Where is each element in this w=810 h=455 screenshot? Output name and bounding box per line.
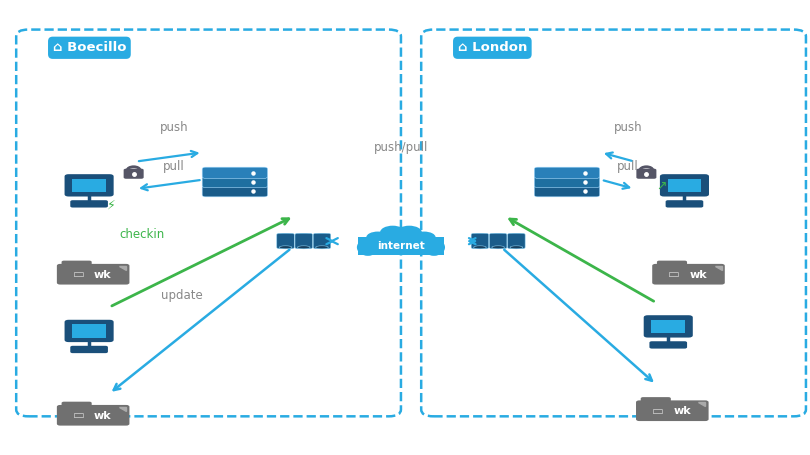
FancyBboxPatch shape bbox=[641, 397, 671, 404]
FancyBboxPatch shape bbox=[508, 233, 525, 248]
Ellipse shape bbox=[474, 233, 486, 237]
FancyBboxPatch shape bbox=[62, 402, 92, 409]
FancyBboxPatch shape bbox=[57, 405, 130, 425]
FancyBboxPatch shape bbox=[277, 233, 294, 248]
Ellipse shape bbox=[474, 246, 486, 249]
FancyBboxPatch shape bbox=[65, 174, 113, 197]
FancyBboxPatch shape bbox=[651, 320, 685, 333]
FancyBboxPatch shape bbox=[636, 400, 709, 421]
FancyBboxPatch shape bbox=[57, 264, 130, 284]
FancyBboxPatch shape bbox=[657, 261, 687, 268]
Text: push: push bbox=[613, 121, 642, 134]
FancyBboxPatch shape bbox=[65, 320, 113, 342]
Text: update: update bbox=[161, 289, 203, 302]
Ellipse shape bbox=[279, 246, 292, 249]
Ellipse shape bbox=[510, 246, 522, 249]
FancyBboxPatch shape bbox=[666, 200, 703, 207]
FancyBboxPatch shape bbox=[62, 261, 92, 268]
Text: ⌂ Boecillo: ⌂ Boecillo bbox=[53, 41, 126, 54]
Ellipse shape bbox=[279, 233, 292, 237]
FancyBboxPatch shape bbox=[535, 186, 599, 197]
Ellipse shape bbox=[316, 233, 328, 237]
Text: ▭: ▭ bbox=[652, 404, 663, 418]
FancyBboxPatch shape bbox=[644, 315, 693, 338]
Polygon shape bbox=[119, 266, 126, 270]
Ellipse shape bbox=[492, 233, 505, 237]
Ellipse shape bbox=[386, 228, 416, 243]
FancyBboxPatch shape bbox=[652, 264, 725, 284]
Text: wk: wk bbox=[673, 406, 691, 416]
Polygon shape bbox=[119, 407, 126, 411]
Ellipse shape bbox=[510, 233, 522, 237]
Text: wk: wk bbox=[94, 270, 112, 280]
FancyBboxPatch shape bbox=[535, 177, 599, 187]
Text: checkin: checkin bbox=[119, 228, 164, 241]
Text: ⌂ London: ⌂ London bbox=[458, 41, 527, 54]
Text: ▭: ▭ bbox=[668, 268, 680, 281]
Text: ▭: ▭ bbox=[73, 268, 84, 281]
Text: pull: pull bbox=[617, 160, 638, 172]
FancyBboxPatch shape bbox=[295, 233, 313, 248]
Ellipse shape bbox=[297, 233, 310, 237]
FancyBboxPatch shape bbox=[471, 233, 488, 248]
FancyBboxPatch shape bbox=[358, 237, 444, 255]
FancyBboxPatch shape bbox=[535, 167, 599, 178]
Ellipse shape bbox=[397, 226, 422, 239]
FancyBboxPatch shape bbox=[489, 233, 507, 248]
FancyBboxPatch shape bbox=[202, 167, 267, 178]
Text: ▭: ▭ bbox=[73, 409, 84, 422]
FancyBboxPatch shape bbox=[70, 346, 108, 353]
FancyBboxPatch shape bbox=[70, 200, 108, 207]
FancyBboxPatch shape bbox=[72, 324, 106, 338]
Text: push/pull: push/pull bbox=[373, 142, 428, 154]
FancyBboxPatch shape bbox=[72, 179, 106, 192]
FancyBboxPatch shape bbox=[313, 233, 330, 248]
Text: pull: pull bbox=[164, 160, 185, 172]
Ellipse shape bbox=[412, 232, 436, 243]
FancyBboxPatch shape bbox=[637, 169, 656, 179]
Text: wk: wk bbox=[94, 411, 112, 421]
FancyBboxPatch shape bbox=[124, 169, 143, 179]
Text: internet: internet bbox=[377, 241, 424, 251]
Ellipse shape bbox=[297, 246, 310, 249]
Ellipse shape bbox=[357, 239, 379, 256]
Ellipse shape bbox=[492, 246, 505, 249]
Text: wk: wk bbox=[689, 270, 707, 280]
FancyBboxPatch shape bbox=[650, 341, 687, 349]
FancyBboxPatch shape bbox=[667, 179, 701, 192]
Ellipse shape bbox=[366, 232, 390, 243]
FancyBboxPatch shape bbox=[660, 174, 709, 197]
Text: push: push bbox=[160, 121, 189, 134]
FancyBboxPatch shape bbox=[202, 177, 267, 187]
Polygon shape bbox=[698, 402, 706, 406]
Polygon shape bbox=[714, 266, 722, 270]
Ellipse shape bbox=[316, 246, 328, 249]
Ellipse shape bbox=[423, 239, 445, 256]
Ellipse shape bbox=[380, 226, 405, 239]
Text: ↗: ↗ bbox=[657, 180, 667, 193]
FancyBboxPatch shape bbox=[202, 186, 267, 197]
Text: ⚡: ⚡ bbox=[108, 198, 116, 211]
